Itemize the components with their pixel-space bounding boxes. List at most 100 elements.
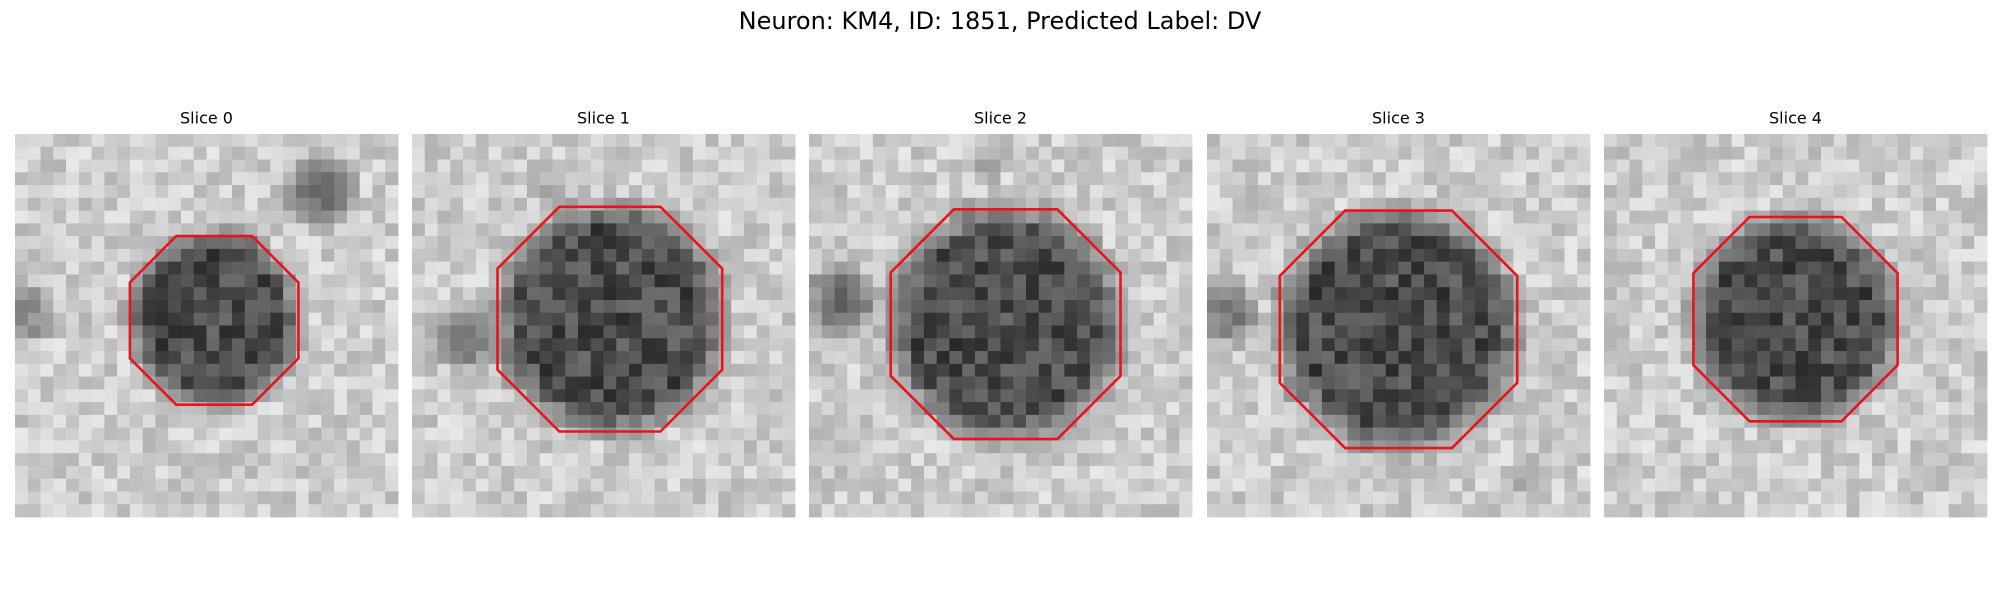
pixel	[488, 402, 502, 416]
pixel	[1667, 427, 1681, 441]
pixel	[91, 172, 105, 186]
pixel	[1795, 504, 1809, 518]
pixel	[40, 134, 54, 148]
pixel	[1500, 274, 1514, 288]
pixel	[1538, 338, 1553, 352]
pixel	[641, 248, 655, 263]
pixel	[1207, 248, 1221, 263]
pixel	[15, 274, 29, 288]
pixel	[667, 274, 681, 288]
pixel	[1513, 440, 1527, 454]
pixel	[1102, 478, 1116, 492]
pixel	[1564, 402, 1578, 416]
pixel	[1000, 363, 1014, 377]
pixel	[1718, 261, 1733, 275]
pixel	[987, 210, 1001, 224]
pixel	[1026, 172, 1040, 186]
pixel	[91, 427, 105, 441]
pixel	[756, 376, 770, 390]
pixel	[1629, 261, 1643, 275]
pixel	[424, 478, 438, 492]
pixel	[1000, 236, 1014, 250]
pixel	[1270, 402, 1284, 416]
pixel	[756, 210, 770, 224]
pixel	[1309, 389, 1323, 403]
pixel	[359, 427, 373, 441]
pixel	[1731, 325, 1745, 339]
pixel	[1102, 236, 1116, 250]
pixel	[1884, 299, 1899, 314]
pixel	[257, 134, 271, 148]
pixel	[346, 351, 361, 365]
pixel	[1923, 185, 1937, 199]
pixel	[155, 338, 169, 352]
pixel	[1564, 338, 1578, 352]
pixel	[1232, 197, 1246, 211]
pixel	[40, 363, 54, 377]
pixel	[53, 159, 67, 173]
pixel	[962, 376, 976, 390]
pixel	[424, 236, 438, 250]
pixel	[450, 299, 464, 314]
pixel	[1309, 491, 1323, 505]
pixel	[1923, 363, 1937, 377]
pixel	[270, 440, 284, 454]
pixel	[923, 440, 938, 454]
pixel	[1769, 287, 1784, 301]
pixel	[1616, 223, 1630, 237]
pixel	[1706, 236, 1720, 250]
pixel	[821, 261, 835, 275]
pixel	[283, 363, 297, 377]
pixel	[1821, 338, 1835, 352]
pixel	[1808, 440, 1822, 454]
pixel	[27, 287, 41, 301]
pixel	[1360, 504, 1374, 518]
pixel	[834, 402, 848, 416]
pixel	[295, 376, 310, 390]
pixel	[1026, 134, 1040, 148]
pixel	[1667, 402, 1681, 416]
pixel	[1667, 274, 1681, 288]
pixel	[1616, 236, 1630, 250]
pixel	[129, 453, 144, 467]
pixel	[1693, 491, 1707, 505]
pixel	[1347, 504, 1361, 518]
pixel	[769, 185, 783, 199]
pixel	[756, 351, 770, 365]
pixel	[1449, 402, 1463, 416]
pixel	[1296, 287, 1310, 301]
pixel	[1411, 299, 1425, 314]
pixel	[475, 389, 489, 403]
pixel	[180, 465, 195, 480]
pixel	[1449, 376, 1463, 390]
pixel	[1013, 197, 1027, 211]
pixel	[1449, 248, 1463, 263]
pixel	[1424, 325, 1438, 339]
pixel	[1347, 478, 1361, 492]
pixel	[1000, 402, 1014, 416]
pixel	[1140, 389, 1155, 403]
pixel	[860, 491, 874, 505]
pixel	[1551, 146, 1565, 160]
pixel	[1245, 389, 1259, 403]
pixel	[667, 376, 681, 390]
pixel	[705, 287, 719, 301]
pixel	[308, 338, 322, 352]
pixel	[898, 159, 912, 173]
pixel	[565, 134, 579, 148]
pixel	[539, 223, 553, 237]
pixel	[1309, 402, 1323, 416]
pixel	[565, 172, 579, 186]
pixel	[1487, 465, 1502, 480]
pixel	[270, 402, 284, 416]
pixel	[1974, 261, 1988, 275]
pixel	[1872, 414, 1886, 429]
pixel	[1667, 389, 1681, 403]
pixel	[244, 414, 258, 429]
pixel	[308, 389, 322, 403]
pixel	[552, 465, 566, 480]
pixel	[219, 338, 233, 352]
pixel	[539, 134, 553, 148]
pixel	[1462, 504, 1476, 518]
pixel	[1718, 210, 1733, 224]
